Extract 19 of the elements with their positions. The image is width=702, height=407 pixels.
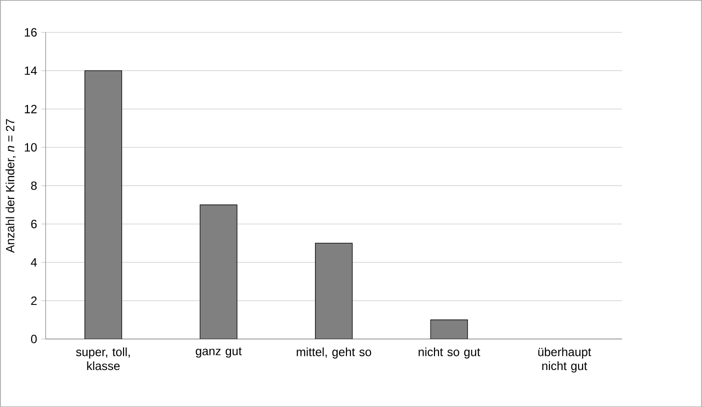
y-tick-label: 14 [24,66,37,75]
y-tick-label: 0 [31,334,37,344]
y-tick-label: 10 [24,142,37,152]
bar [430,319,468,339]
y-tick-label: 8 [31,181,37,190]
y-tick-label: 4 [30,258,37,266]
y-tick-label: 6 [31,220,37,228]
y-tick-label: 16 [24,28,37,36]
x-tick-label: mittel, geht so [296,347,372,358]
x-tick-label: super, toll, klasse [76,347,130,370]
y-axis-title: Anzahl der Kinder, n = 27 [6,118,16,253]
y-tick-label: 2 [31,296,37,305]
x-tick-label: ganz gut [196,347,242,358]
y-tick-label: 12 [24,104,37,114]
x-tick-label: überhaupt nicht gut [538,347,592,372]
bar [200,204,238,339]
bar [84,70,122,339]
x-tick-label: nicht so gut [418,347,480,358]
bar [315,242,353,339]
